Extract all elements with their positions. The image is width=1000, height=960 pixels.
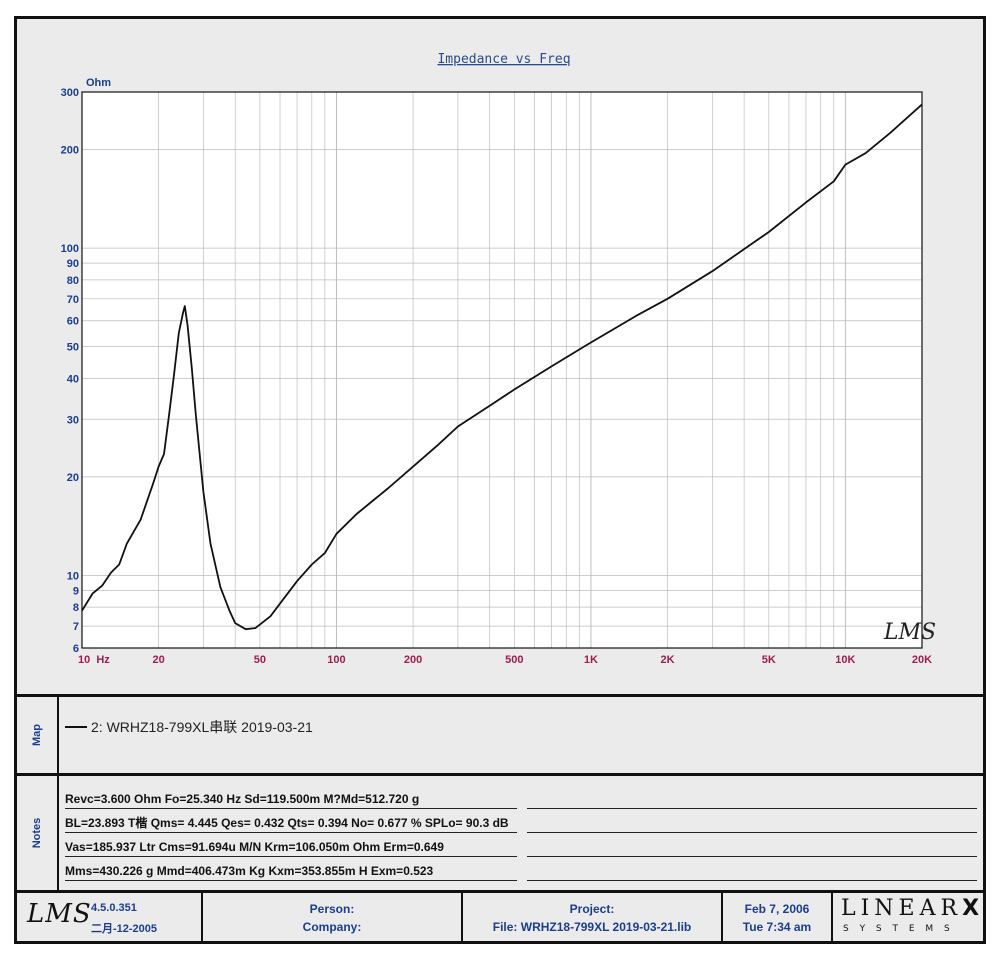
time-text: Tue 7:34 am xyxy=(742,920,812,934)
y-tick-label: 70 xyxy=(67,294,79,306)
y-tick-label: 10 xyxy=(67,570,79,582)
y-tick-label: 80 xyxy=(67,275,79,287)
map-label: Map xyxy=(31,724,43,746)
plot-border xyxy=(81,91,923,649)
note-line: BL=23.893 T楷 Qms= 4.445 Qes= 0.432 Qts= … xyxy=(65,814,517,833)
linearx-subtitle: S Y S T E M S xyxy=(843,924,954,934)
divider xyxy=(17,694,983,697)
footer-date-cell: Feb 7, 2006 Tue 7:34 am xyxy=(723,893,833,941)
project-label: Project: xyxy=(569,902,615,916)
x-tick-labels: 10 Hz 20 50 100 200 500 1K 2K 5K 10K 20K xyxy=(78,654,932,666)
x-tick-label: 10 Hz xyxy=(78,654,110,666)
y-tick-label: 8 xyxy=(73,602,79,614)
y-tick-label: 20 xyxy=(67,472,79,484)
y-tick-label: 50 xyxy=(67,342,79,354)
x-tick-label: 20K xyxy=(912,654,932,666)
footer-brand-cell: LINEARX S Y S T E M S xyxy=(833,893,983,941)
note-blank-line xyxy=(527,838,977,857)
note-line: Vas=185.937 Ltr Cms=91.694u M/N Krm=106.… xyxy=(65,838,517,857)
version-text: 4.5.0.351 xyxy=(91,902,137,914)
lms-report-window: 10 Hz 20 50 100 200 500 1K 2K 5K 10K 20K 300 200 100… xyxy=(14,16,986,944)
y-tick-labels: 300 200 100 90 80 70 60 50 40 30 20 10 9 8 7 6 xyxy=(61,87,79,655)
footer-project-cell: Project: File: WRHZ18-799XL 2019-03-21.l… xyxy=(463,893,723,941)
grid xyxy=(81,91,923,649)
plot-background xyxy=(82,92,922,648)
footer-person-cell: Person: Company: xyxy=(203,893,463,941)
chart-panel: 10 Hz 20 50 100 200 500 1K 2K 5K 10K 20K 300 200 100… xyxy=(17,19,983,694)
note-line: Revc=3.600 Ohm Fo=25.340 Hz Sd=119.500m … xyxy=(65,790,517,809)
footer-version-cell: LMS 4.5.0.351 二月-12-2005 xyxy=(17,893,203,941)
x-tick-label: 10K xyxy=(835,654,855,666)
y-tick-label: 9 xyxy=(73,585,79,597)
impedance-curve xyxy=(81,103,923,631)
x-tick-label: 5K xyxy=(762,654,776,666)
file-label: File: WRHZ18-799XL 2019-03-21.lib xyxy=(492,920,692,934)
divider xyxy=(17,773,983,776)
chart-title: Impedance vs Freq xyxy=(437,52,570,67)
y-tick-label: 60 xyxy=(67,316,79,328)
map-side-label: Map xyxy=(17,697,59,773)
lms-watermark: LMS xyxy=(883,620,936,645)
lms-logo: LMS xyxy=(27,899,92,929)
y-tick-label: 90 xyxy=(67,258,79,270)
footer-bar: LMS 4.5.0.351 二月-12-2005 Person: Company… xyxy=(17,893,983,941)
linearx-brand-x: X xyxy=(962,896,985,921)
impedance-chart: 10 Hz 20 50 100 200 500 1K 2K 5K 10K 20K 300 200 100… xyxy=(61,52,936,666)
linearx-logo: LINEARX xyxy=(841,896,984,921)
y-axis-label: Ohm xyxy=(86,77,111,89)
notes-label: Notes xyxy=(31,817,43,849)
y-tick-label: 40 xyxy=(67,373,79,385)
map-entry-label: 2: WRHZ18-799XL串联 2019-03-21 xyxy=(91,719,313,735)
notes-side-label: Notes xyxy=(17,776,59,890)
company-label: Company: xyxy=(302,920,362,934)
build-date-text: 二月-12-2005 xyxy=(91,923,158,935)
notes-panel: Revc=3.600 Ohm Fo=25.340 Hz Sd=119.500m … xyxy=(57,776,983,890)
note-blank-line xyxy=(527,790,977,809)
x-tick-label: 50 xyxy=(254,654,266,666)
date-text: Feb 7, 2006 xyxy=(744,902,810,916)
person-label: Person: xyxy=(309,902,355,916)
series-layer xyxy=(81,103,923,631)
y-tick-label: 300 xyxy=(61,87,79,99)
y-tick-label: 100 xyxy=(61,243,79,255)
x-tick-label: 100 xyxy=(327,654,345,666)
divider xyxy=(17,890,983,893)
x-tick-label: 500 xyxy=(505,654,523,666)
map-entry[interactable]: 2: WRHZ18-799XL串联 2019-03-21 xyxy=(65,717,313,737)
map-panel: 2: WRHZ18-799XL串联 2019-03-21 xyxy=(57,697,983,773)
x-tick-label: 2K xyxy=(661,654,675,666)
y-tick-label: 200 xyxy=(61,145,79,157)
note-blank-line xyxy=(527,814,977,833)
y-tick-label: 7 xyxy=(73,621,79,633)
linearx-brand: LINEAR xyxy=(841,896,963,921)
x-tick-label: 20 xyxy=(152,654,164,666)
note-blank-line xyxy=(527,862,977,881)
series-line-swatch xyxy=(65,726,87,728)
x-tick-label: 200 xyxy=(404,654,422,666)
note-line: Mms=430.226 g Mmd=406.473m Kg Kxm=353.85… xyxy=(65,862,517,881)
y-tick-label: 6 xyxy=(73,643,79,655)
x-tick-label: 1K xyxy=(584,654,598,666)
y-tick-label: 30 xyxy=(67,414,79,426)
